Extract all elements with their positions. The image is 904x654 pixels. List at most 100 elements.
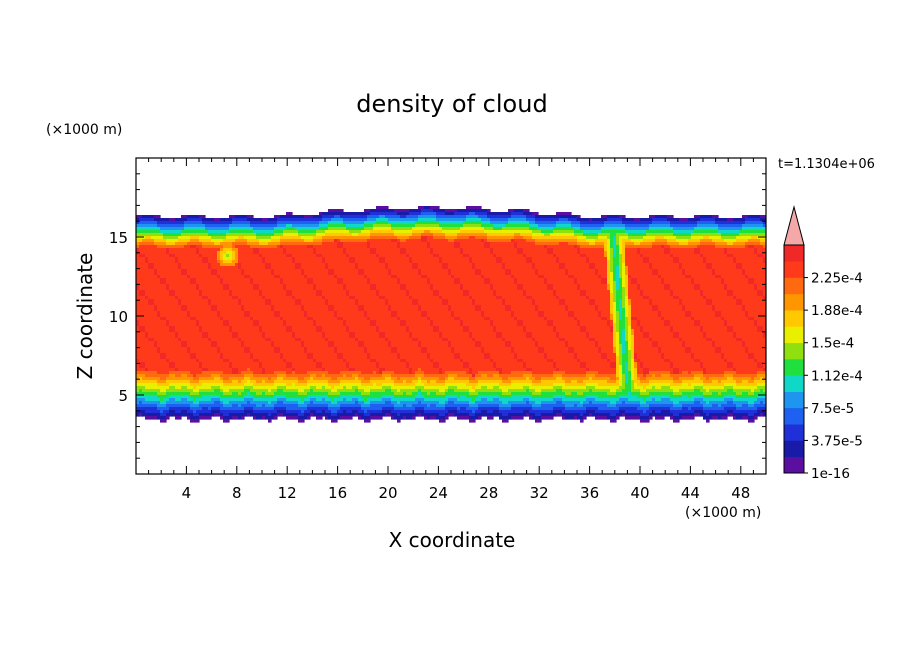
density-cell — [673, 296, 680, 300]
density-cell — [313, 377, 332, 381]
density-cell — [145, 386, 170, 390]
density-cell — [484, 239, 488, 243]
density-cell — [406, 365, 410, 369]
density-cell — [760, 377, 764, 381]
density-cell — [631, 332, 635, 336]
density-cell — [496, 365, 524, 369]
density-cell — [274, 407, 287, 411]
density-cell — [469, 326, 494, 330]
density-cell — [553, 359, 578, 363]
density-cell — [250, 221, 278, 225]
density-cell — [652, 398, 656, 402]
density-cell — [223, 281, 251, 285]
density-cell — [250, 356, 254, 360]
density-cell — [577, 284, 581, 288]
density-cell — [238, 248, 254, 252]
density-cell — [616, 335, 620, 339]
density-cell — [616, 248, 620, 252]
density-cell — [700, 326, 704, 330]
density-cell — [307, 353, 314, 357]
density-cell — [625, 377, 629, 381]
density-cell — [298, 416, 308, 420]
density-cell — [469, 365, 494, 369]
density-cell — [625, 335, 629, 339]
density-cell — [538, 344, 566, 348]
density-cell — [565, 407, 587, 411]
density-cell — [169, 383, 191, 387]
density-cell — [439, 224, 464, 228]
density-cell — [286, 362, 293, 366]
density-cell — [646, 386, 653, 390]
density-cell — [265, 299, 272, 303]
density-cell — [703, 416, 713, 420]
density-cell — [454, 239, 482, 243]
density-cell — [391, 239, 398, 243]
density-cell — [637, 278, 662, 282]
density-cell — [223, 371, 233, 375]
density-cell — [175, 218, 188, 222]
density-cell — [280, 278, 284, 282]
density-cell — [376, 290, 380, 294]
density-cell — [196, 398, 212, 402]
density-cell — [295, 332, 323, 336]
density-cell — [157, 224, 185, 228]
density-cell — [631, 320, 638, 324]
density-cell — [562, 389, 590, 393]
density-cell — [652, 302, 680, 306]
density-cell — [316, 320, 344, 324]
density-cell — [700, 251, 725, 255]
density-cell — [304, 314, 308, 318]
density-cell — [427, 245, 431, 249]
density-cell — [505, 338, 533, 342]
density-cell — [334, 272, 359, 276]
density-cell — [220, 254, 224, 258]
density-cell — [673, 257, 680, 261]
density-cell — [505, 341, 512, 345]
density-cell — [376, 383, 383, 387]
density-cell — [292, 332, 296, 336]
density-cell — [160, 398, 164, 402]
density-cell — [280, 239, 305, 243]
colorbar-swatch — [784, 277, 804, 295]
density-cell — [370, 251, 377, 255]
density-cell — [229, 323, 254, 327]
density-cell — [688, 242, 701, 246]
density-cell — [631, 362, 635, 366]
density-cell — [535, 389, 542, 393]
density-cell — [637, 281, 662, 285]
density-cell — [154, 263, 179, 267]
density-cell — [478, 371, 500, 375]
density-cell — [277, 401, 284, 405]
density-cell — [745, 221, 764, 225]
density-cell — [223, 356, 251, 360]
density-cell — [727, 254, 734, 258]
density-cell — [706, 296, 734, 300]
density-cell — [454, 317, 461, 321]
density-cell — [262, 260, 266, 264]
density-cell — [283, 377, 299, 381]
density-cell — [274, 350, 281, 354]
density-cell — [157, 305, 182, 309]
density-cell — [232, 335, 239, 339]
density-cell — [613, 284, 617, 288]
density-cell — [301, 341, 305, 345]
density-cell — [406, 404, 413, 408]
density-cell — [649, 215, 656, 219]
density-cell — [466, 215, 479, 219]
density-cell — [715, 311, 722, 315]
density-cell — [619, 320, 626, 324]
density-cell — [526, 296, 533, 300]
density-cell — [682, 344, 686, 348]
density-cell — [589, 260, 608, 264]
density-cell — [232, 260, 239, 264]
density-cell — [361, 392, 371, 396]
density-cell — [601, 281, 608, 285]
density-cell — [493, 224, 506, 228]
density-cell — [403, 404, 407, 408]
density-cell — [733, 260, 737, 264]
density-cell — [364, 344, 389, 348]
density-cell — [508, 209, 515, 213]
density-cell — [439, 332, 443, 336]
density-cell — [745, 242, 761, 246]
density-cell — [220, 386, 245, 390]
